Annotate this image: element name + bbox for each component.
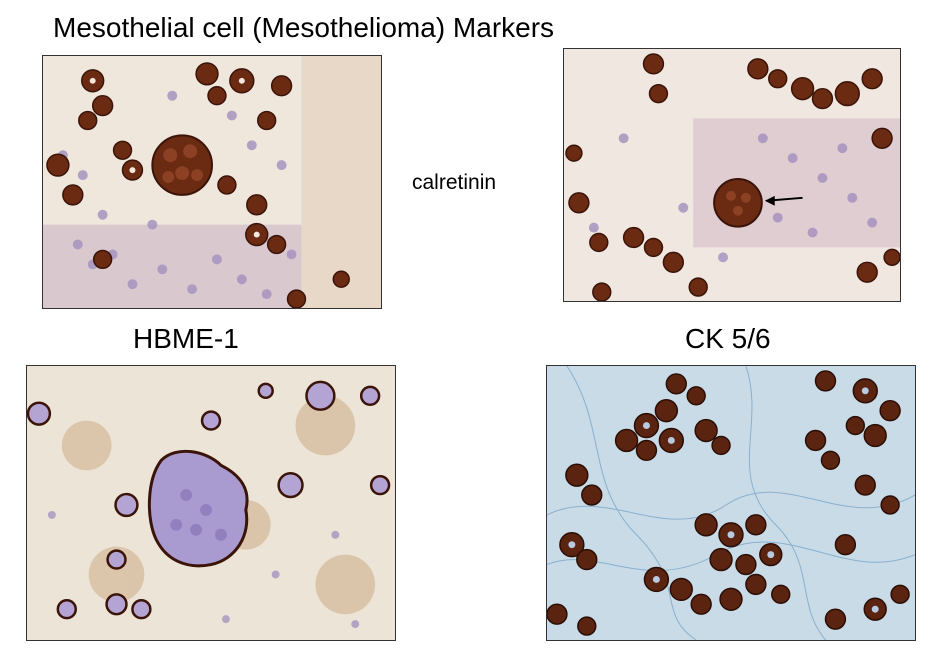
calretinin-micrograph-left	[42, 55, 382, 309]
ck56-micrograph	[546, 365, 916, 641]
hbme1-micrograph	[26, 365, 396, 641]
page-title: Mesothelial cell (Mesothelioma) Markers	[53, 12, 555, 43]
calretinin-label: calretinin	[412, 171, 497, 194]
ck56-label: CK 5/6	[685, 323, 771, 354]
calretinin-micrograph-right	[563, 48, 901, 302]
hbme1-label: HBME-1	[133, 323, 239, 354]
